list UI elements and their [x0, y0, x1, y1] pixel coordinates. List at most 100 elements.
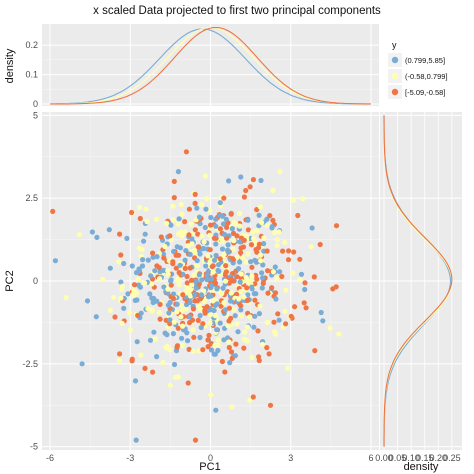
- scatter-point: [244, 297, 251, 303]
- scatter-point: [201, 245, 207, 252]
- scatter-point: [238, 307, 244, 313]
- scatter-point: [154, 254, 160, 260]
- scatter-point: [132, 297, 138, 303]
- scatter-point: [274, 243, 280, 249]
- scatter-point: [143, 206, 149, 212]
- scatter-point: [141, 238, 147, 244]
- scatter-point: [259, 270, 265, 276]
- scatter-point: [167, 299, 173, 306]
- scatter-point: [247, 314, 253, 320]
- scatter-point: [178, 303, 184, 309]
- scatter-point: [283, 287, 289, 293]
- scatter-point: [132, 378, 139, 384]
- right-density-tick-label: 0.15: [416, 453, 434, 463]
- y-tick-label: -5: [30, 442, 38, 452]
- scatter-point: [140, 257, 146, 263]
- scatter-point: [112, 314, 118, 320]
- scatter-point: [214, 327, 220, 333]
- scatter-point: [167, 317, 173, 323]
- scatter-point: [204, 272, 210, 278]
- scatter-point: [180, 292, 186, 298]
- scatter-point: [264, 222, 270, 228]
- scatter-point: [290, 270, 296, 276]
- scatter-point: [145, 306, 151, 312]
- scatter-point: [245, 292, 251, 298]
- scatter-point: [182, 219, 188, 225]
- scatter-point: [179, 335, 185, 341]
- scatter-point: [127, 310, 133, 316]
- scatter-point: [187, 314, 193, 320]
- scatter-point: [245, 251, 251, 257]
- scatter-point: [63, 295, 69, 301]
- scatter-point: [107, 265, 113, 271]
- right-density-tick-label: 0.25: [443, 453, 461, 463]
- scatter-point: [183, 306, 189, 312]
- scatter-point: [111, 294, 117, 300]
- scatter-point: [189, 236, 195, 242]
- scatter-point: [119, 287, 125, 293]
- scatter-point: [201, 298, 207, 305]
- scatter-point: [270, 187, 276, 194]
- scatter-point: [224, 224, 230, 230]
- scatter-point: [135, 276, 142, 283]
- scatter-point: [157, 316, 163, 322]
- scatter-point: [264, 345, 270, 351]
- scatter-point: [149, 295, 155, 301]
- scatter-point: [170, 203, 176, 209]
- scatter-point: [176, 216, 182, 222]
- scatter-point: [221, 195, 227, 201]
- scatter-point: [214, 301, 220, 307]
- scatter-point: [187, 293, 194, 299]
- scatter-point: [167, 321, 173, 327]
- scatter-point: [266, 351, 272, 357]
- right-density-xlabel: density: [404, 461, 439, 473]
- scatter-point: [161, 284, 167, 290]
- scatter-point: [244, 324, 251, 330]
- scatter-point: [210, 298, 216, 304]
- scatter-point: [198, 292, 205, 298]
- scatter-point: [107, 307, 114, 314]
- scatter-point: [130, 291, 136, 298]
- scatter-point: [295, 212, 301, 219]
- scatter-point: [199, 201, 205, 208]
- scatter-point: [211, 307, 217, 314]
- scatter-point: [231, 307, 237, 313]
- scatter-point: [144, 218, 150, 225]
- scatter-point: [265, 268, 271, 274]
- scatter-point: [210, 269, 216, 275]
- scatter-point: [237, 279, 243, 285]
- scatter-point: [79, 361, 85, 367]
- scatter-point: [228, 211, 234, 217]
- scatter-point: [251, 324, 257, 330]
- scatter-point: [253, 291, 259, 297]
- x-tick-label: 6: [368, 453, 373, 463]
- x-tick-label: 0: [208, 453, 213, 463]
- scatter-point: [170, 259, 176, 265]
- scatter-point: [167, 382, 173, 388]
- scatter-point: [192, 227, 198, 233]
- scatter-point: [218, 303, 224, 309]
- legend-swatch: [391, 88, 399, 96]
- scatter-point: [270, 217, 276, 223]
- scatter-point: [153, 216, 160, 222]
- scatter-point: [239, 255, 246, 261]
- scatter-point: [135, 312, 141, 318]
- scatter-point: [206, 332, 212, 338]
- scatter-point: [185, 380, 191, 386]
- scatter-point: [223, 269, 229, 275]
- scatter-point: [286, 248, 292, 254]
- scatter-point: [297, 256, 303, 262]
- y-axis-label: PC2: [4, 270, 16, 291]
- scatter-point: [166, 310, 172, 316]
- scatter-point: [217, 320, 223, 326]
- scatter-point: [133, 437, 139, 443]
- scatter-point: [275, 311, 281, 317]
- scatter-point: [274, 275, 280, 281]
- scatter-point: [202, 173, 208, 179]
- scatter-point: [118, 279, 124, 285]
- scatter-point: [192, 437, 199, 443]
- scatter-point: [253, 259, 259, 265]
- scatter-point: [182, 229, 188, 235]
- scatter-point: [212, 313, 219, 319]
- scatter-point: [158, 234, 164, 240]
